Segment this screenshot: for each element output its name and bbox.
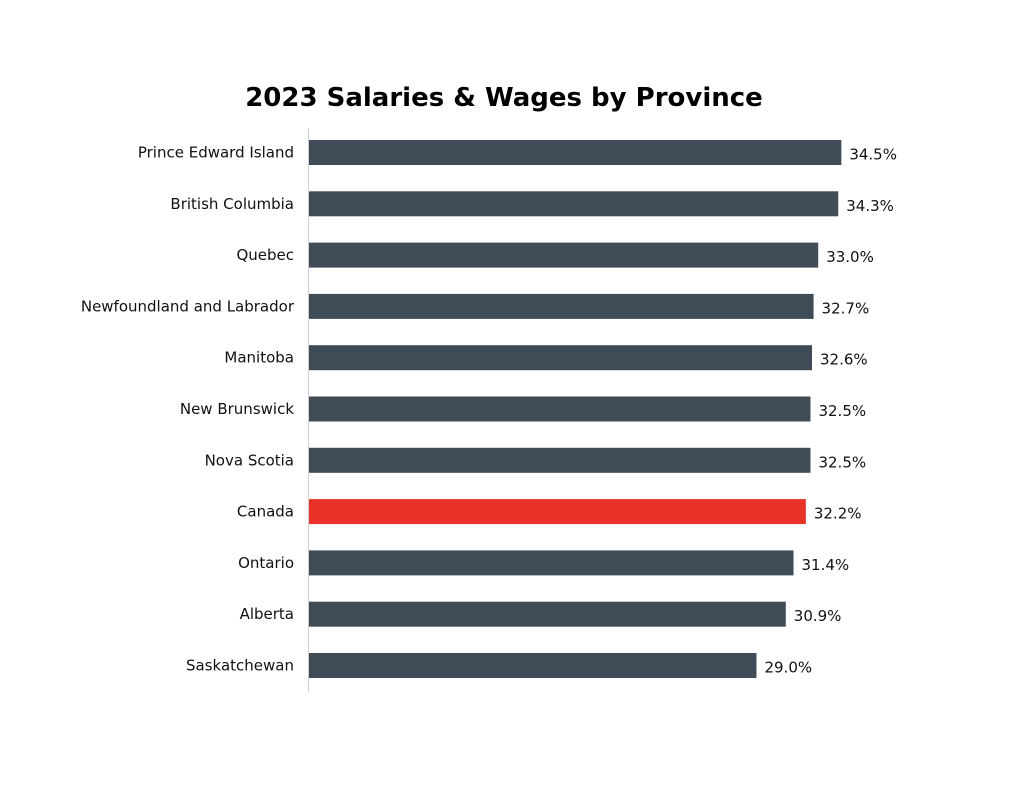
bar — [309, 447, 811, 473]
category-label: Saskatchewan — [186, 657, 294, 675]
value-label: 32.2% — [814, 505, 862, 523]
bar — [309, 396, 811, 422]
bar — [309, 242, 819, 268]
category-label: New Brunswick — [180, 400, 294, 418]
category-label: Prince Edward Island — [138, 144, 294, 162]
bar — [309, 499, 806, 525]
bar — [309, 191, 839, 217]
bar — [309, 140, 842, 165]
category-label: Alberta — [240, 605, 294, 623]
bar — [309, 293, 814, 319]
category-label: Ontario — [238, 554, 294, 572]
value-label: 29.0% — [764, 659, 812, 677]
category-label: Nova Scotia — [205, 451, 294, 469]
category-label: Newfoundland and Labrador — [81, 297, 295, 315]
value-label: 31.4% — [802, 556, 850, 574]
category-label: Canada — [237, 503, 294, 521]
value-label: 32.5% — [818, 453, 866, 471]
bar — [309, 601, 786, 627]
bar — [309, 653, 757, 678]
value-label: 33.0% — [826, 248, 874, 266]
value-label: 32.5% — [818, 402, 866, 420]
bars-group: Prince Edward Island 34.5% British Columbi… — [81, 140, 897, 678]
value-label: 32.7% — [822, 299, 870, 317]
chart-title: 2023 Salaries & Wages by Province — [245, 83, 763, 113]
value-label: 30.9% — [794, 607, 842, 625]
value-label: 34.5% — [849, 146, 897, 164]
category-label: Quebec — [236, 246, 294, 264]
bar — [309, 550, 794, 576]
value-label: 34.3% — [846, 197, 894, 215]
category-label: British Columbia — [170, 195, 294, 213]
category-label: Manitoba — [224, 349, 294, 367]
bar — [309, 345, 813, 371]
value-label: 32.6% — [820, 351, 868, 369]
